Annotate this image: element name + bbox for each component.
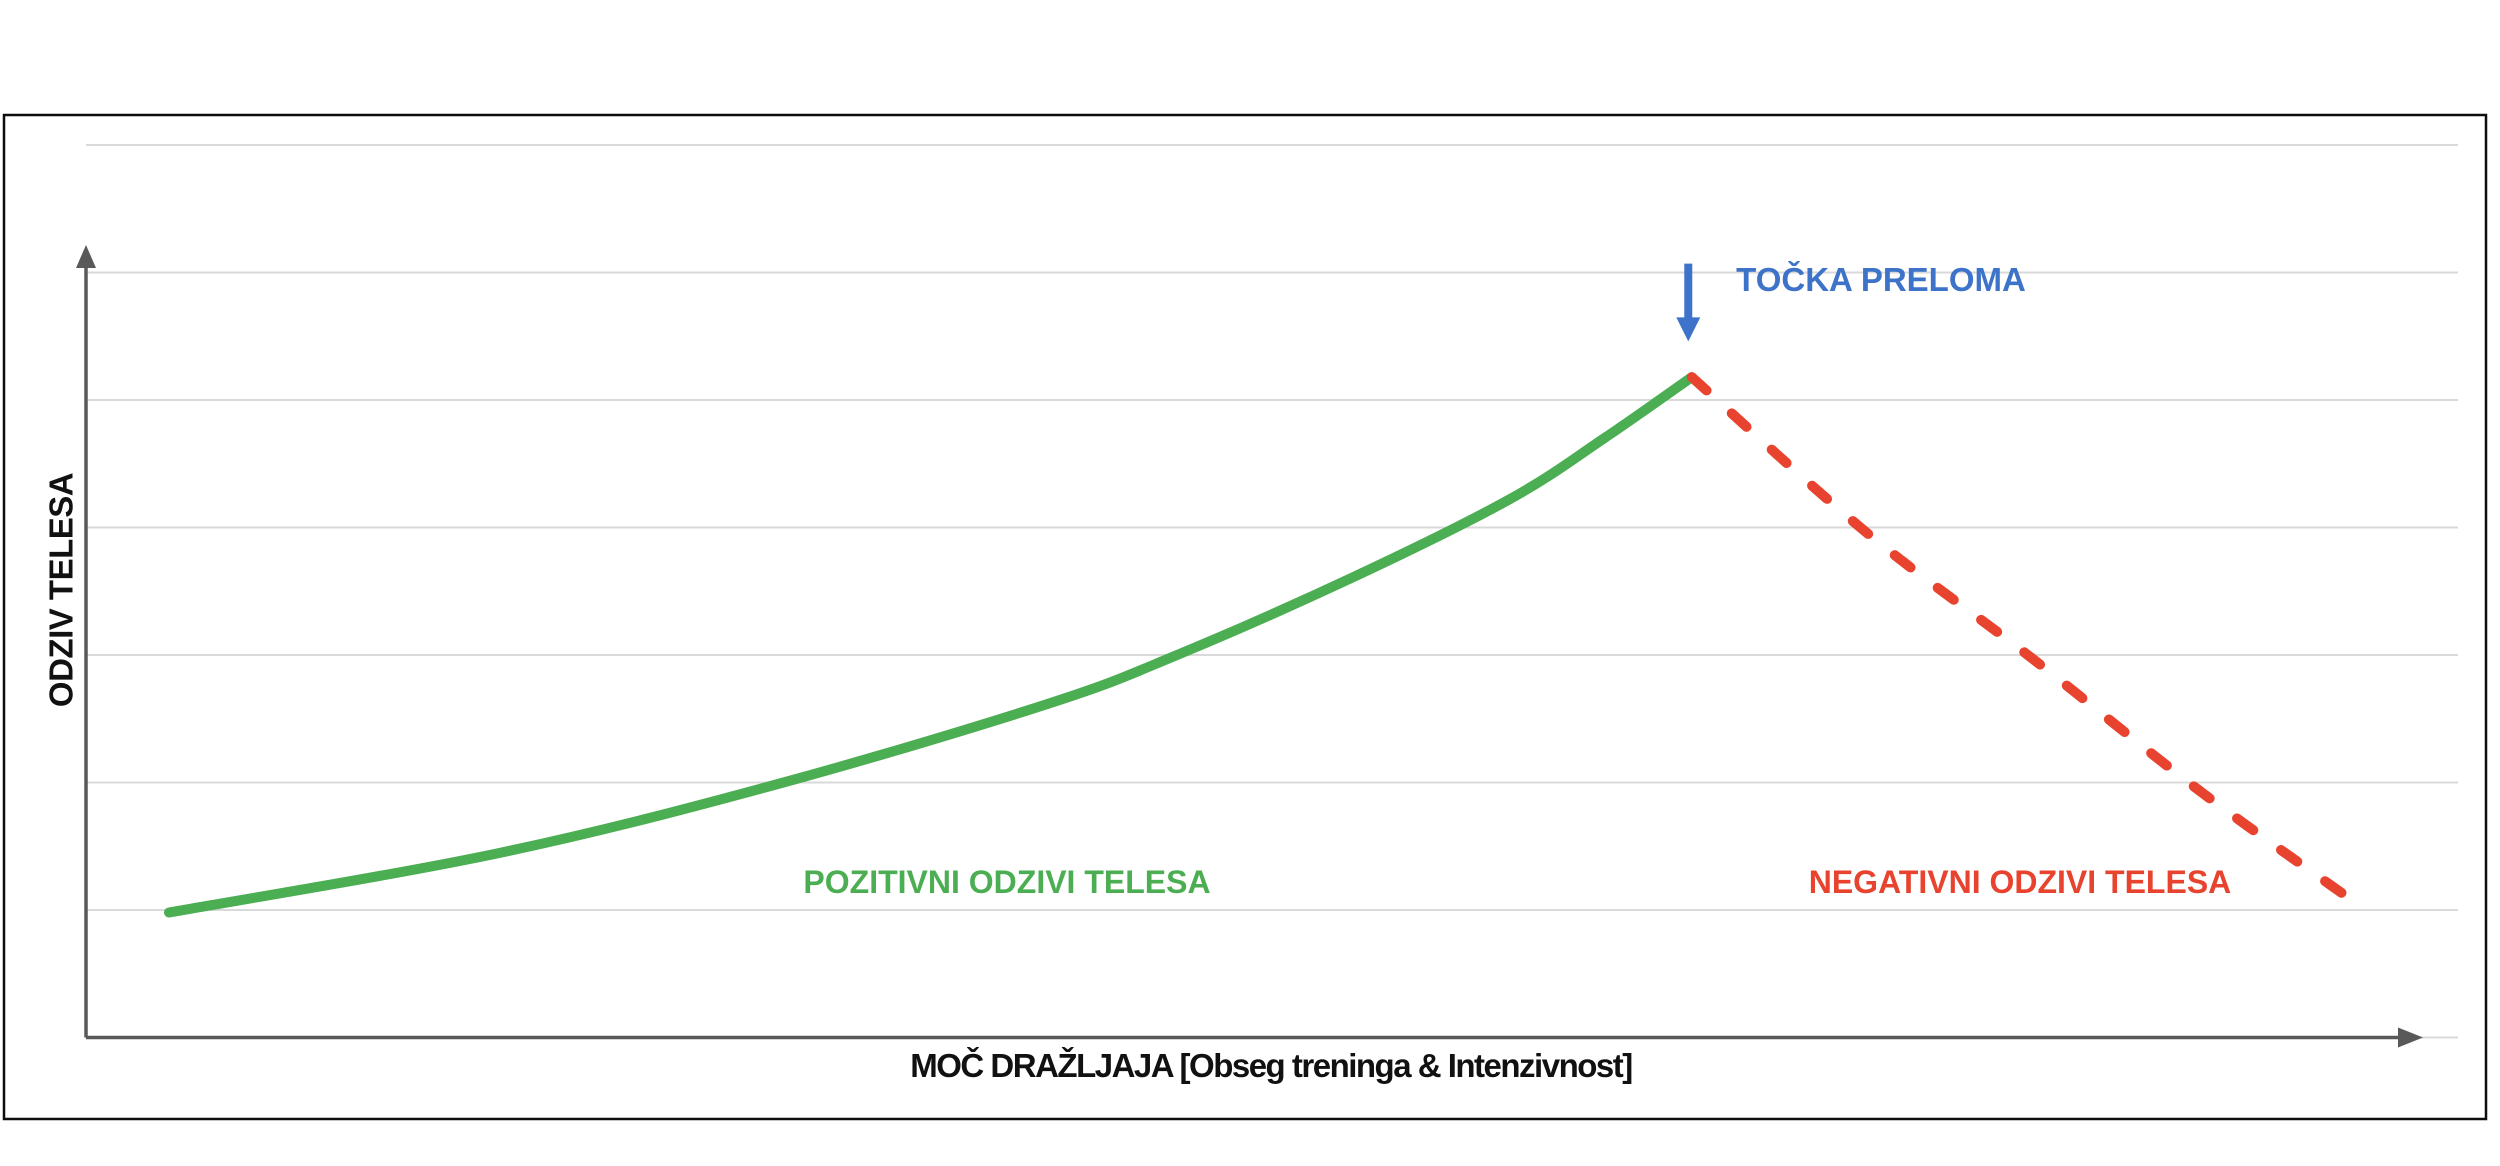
x-axis-title: MOČ DRAŽLJAJA [Obseg treninga & Intenziv… — [910, 1047, 1633, 1084]
negative-response-annotation: NEGATIVNI ODZIVI TELESA — [1808, 864, 2232, 900]
y-axis-arrowhead-icon — [76, 245, 96, 268]
chart-frame — [2, 113, 2488, 1121]
positive-response-annotation: POZITIVNI ODZIVI TELESA — [803, 864, 1211, 900]
negative-response-curve — [1686, 372, 2357, 905]
x-axis-arrowhead-icon — [2398, 1027, 2423, 1048]
breakpoint-annotation: TOČKA PRELOMA — [1736, 261, 2026, 298]
breakpoint-arrow-icon — [1676, 317, 1701, 342]
y-axis-title: ODZIV TELESA — [42, 472, 80, 708]
positive-response-curve — [164, 372, 1697, 918]
